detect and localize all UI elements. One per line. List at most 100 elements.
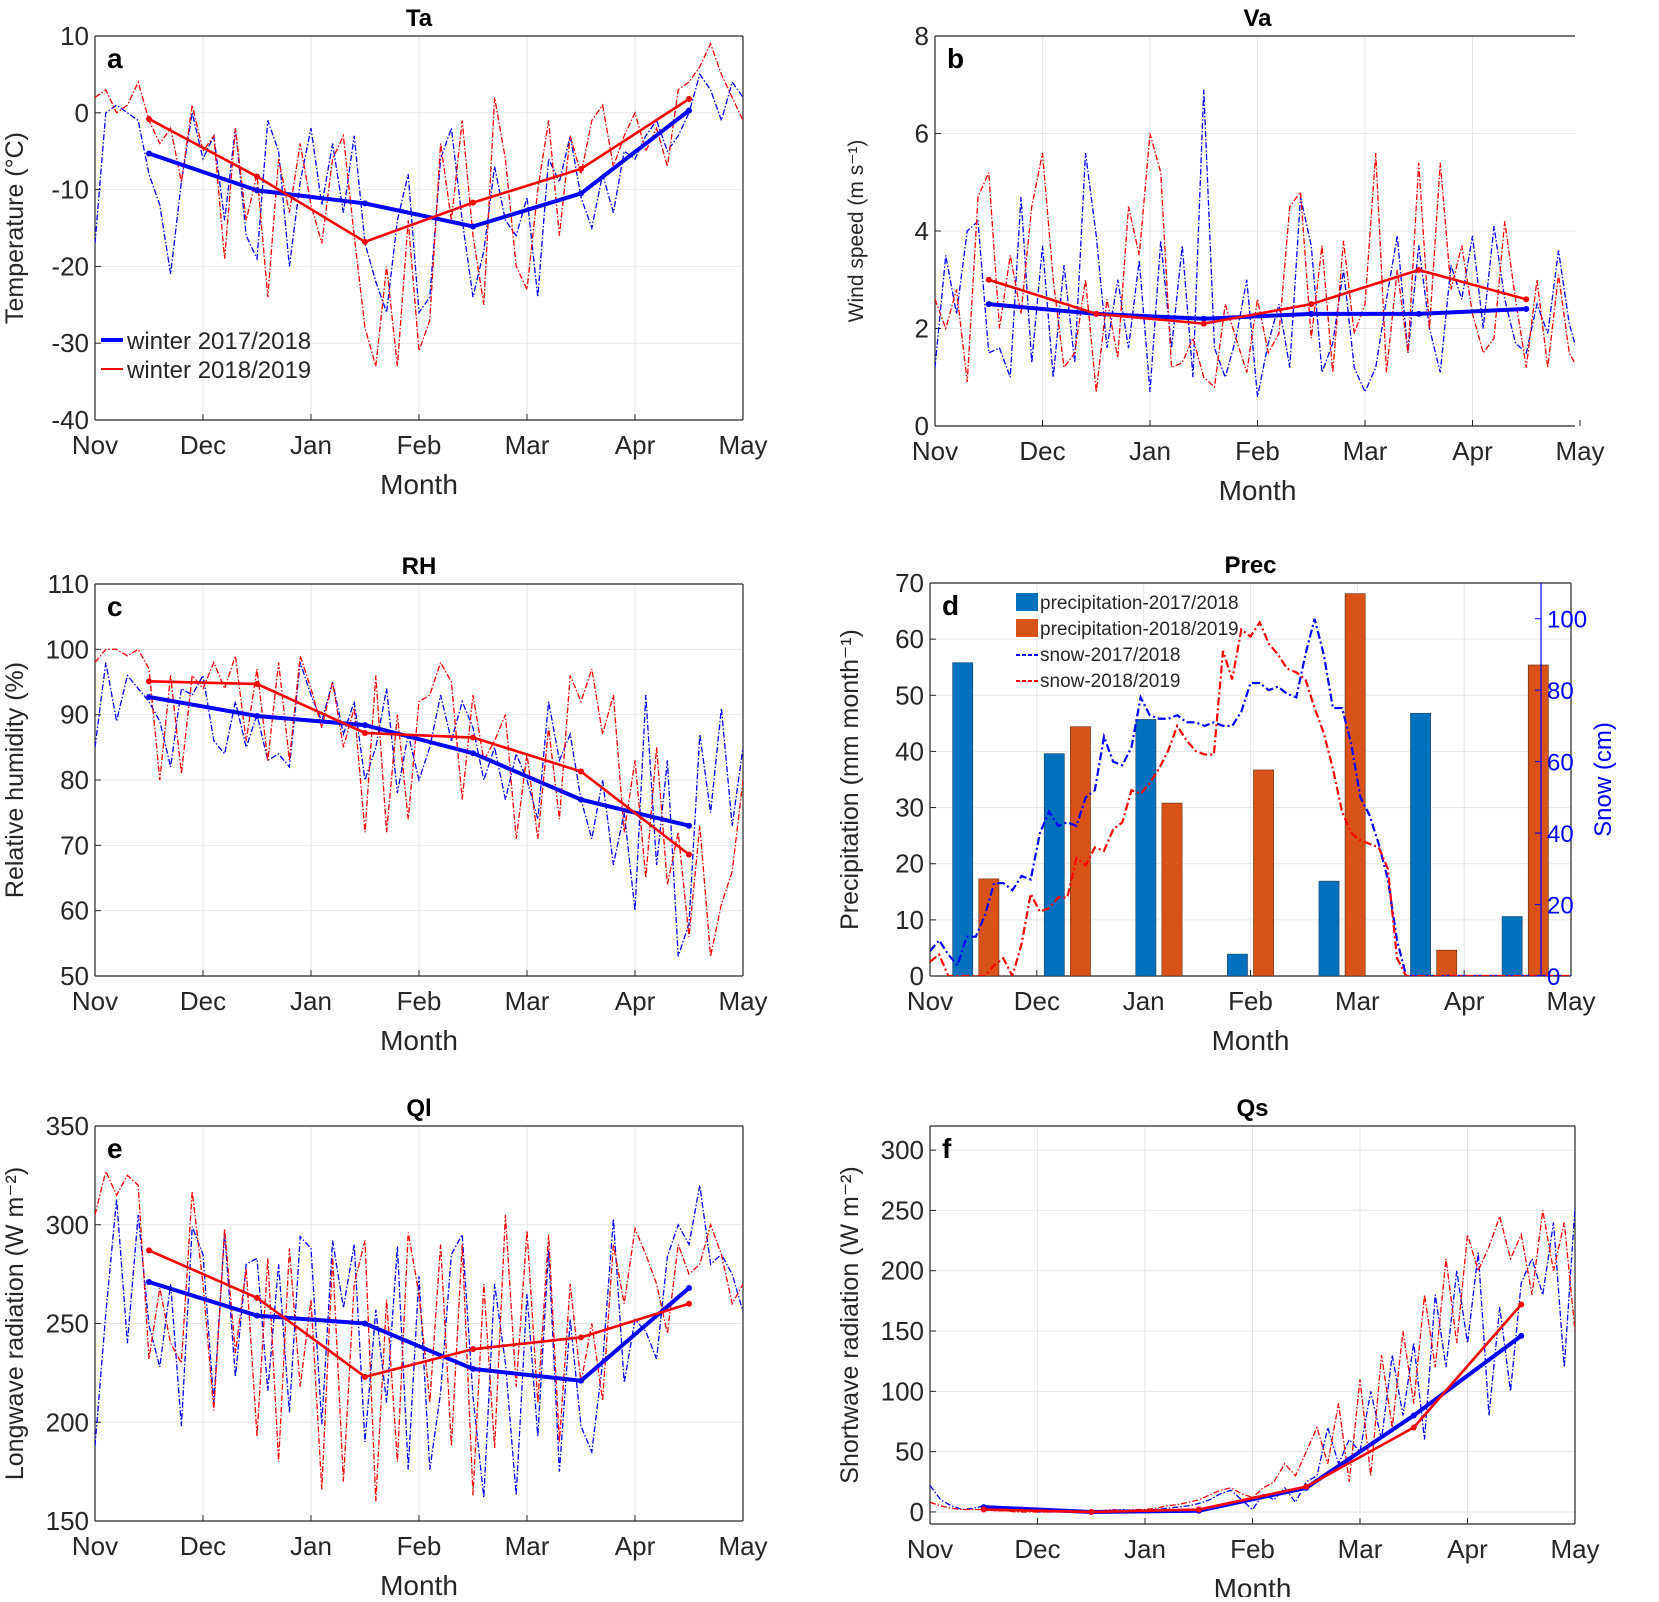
y-tick-label: 4 <box>915 216 929 246</box>
data-point <box>362 729 368 736</box>
plot-area <box>935 89 1575 397</box>
x-tick-label: Dec <box>1014 1534 1060 1564</box>
plot-area <box>95 648 743 957</box>
x-tick-label: Dec <box>1019 436 1065 466</box>
line-winter-2018-2019-daily <box>95 1169 743 1502</box>
x-tick-label: May <box>718 986 767 1016</box>
legend-swatch <box>1016 593 1038 611</box>
y-tick-label: 2 <box>915 314 929 344</box>
x-tick-label: Apr <box>615 430 656 460</box>
x-tick-label: Jan <box>290 430 332 460</box>
data-point <box>362 1373 368 1380</box>
data-point <box>470 223 476 230</box>
bar-2017-2018-mar <box>1318 880 1340 976</box>
y-tick-label: 110 <box>48 569 89 599</box>
y-tick-label: 200 <box>46 1407 89 1437</box>
data-point <box>362 1320 368 1327</box>
chart-title: Ta <box>406 5 433 32</box>
x-axis-label: Month <box>1212 1025 1290 1056</box>
data-point <box>146 1247 152 1254</box>
data-point <box>686 95 692 102</box>
x-tick-label: Nov <box>907 986 953 1016</box>
y-axis-label: Relative humidity (%) <box>1 662 29 898</box>
line-snow-2018/2019 <box>930 619 1571 976</box>
y-tick-label: 0 <box>910 1497 924 1527</box>
x-tick-label: Jan <box>290 986 332 1016</box>
data-point <box>1195 1506 1202 1513</box>
right-y-tick-label: 40 <box>1547 821 1574 848</box>
x-tick-label: May <box>718 430 767 460</box>
line-snow-2017/2018 <box>930 618 1571 976</box>
data-point <box>1200 320 1207 327</box>
y-tick-label: 50 <box>895 1437 924 1467</box>
data-point <box>578 1334 584 1341</box>
data-point <box>1410 1424 1417 1431</box>
x-axis-label: Month <box>380 1025 458 1056</box>
y-tick-label: 0 <box>910 961 924 991</box>
data-point <box>254 187 260 194</box>
bar-2018-2019-feb <box>1253 769 1274 976</box>
plot-area <box>930 593 1571 976</box>
chart-title: Qs <box>1236 1095 1268 1122</box>
y-tick-label: -30 <box>51 328 89 358</box>
x-tick-label: Jan <box>1129 436 1171 466</box>
x-tick-label: Dec <box>180 986 226 1016</box>
x-tick-label: Jan <box>1124 1534 1166 1564</box>
x-tick-label: May <box>1550 1534 1599 1564</box>
data-point <box>686 107 692 114</box>
data-point <box>1410 1412 1417 1419</box>
data-point <box>578 1377 584 1384</box>
panel-letter: f <box>942 1133 952 1164</box>
data-point <box>985 276 992 283</box>
bar-2018-2019-mar <box>1344 593 1366 976</box>
data-point <box>1523 306 1530 312</box>
panel-b: 0 2 4 6 8 Nov Dec Jan Feb Mar Apr May Month Wind spee… <box>845 5 1605 506</box>
data-point <box>362 722 368 729</box>
right-y-tick-label: 20 <box>1547 893 1574 920</box>
y-tick-label: 200 <box>881 1256 924 1286</box>
bar-2018-2019-nov <box>978 878 1000 976</box>
y-tick-label: 80 <box>60 765 89 795</box>
x-tick-label: Nov <box>72 1531 118 1561</box>
data-point <box>686 1300 692 1307</box>
data-point <box>578 768 584 775</box>
x-tick-label: Nov <box>907 1534 953 1564</box>
x-tick-label: Nov <box>72 986 118 1016</box>
data-point <box>146 1279 152 1286</box>
y-tick-label: 100 <box>46 634 89 664</box>
right-y-tick-label: 60 <box>1547 750 1574 777</box>
y-tick-label: 150 <box>881 1316 924 1346</box>
y-axis-label: Shortwave radiation (W m⁻²) <box>836 1166 864 1483</box>
bar-2018-2019-dec <box>1070 726 1091 976</box>
chart-title: Prec <box>1224 552 1276 579</box>
data-point <box>362 238 368 245</box>
bar-2018-2019-may <box>1527 664 1549 976</box>
y-tick-label: -10 <box>51 175 89 205</box>
legend-label: precipitation-2017/2018 <box>1040 593 1239 614</box>
legend: precipitation-2017/2018 precipitation-201… <box>1016 593 1239 692</box>
x-tick-label: Nov <box>912 436 958 466</box>
data-point <box>470 734 476 741</box>
data-point <box>254 173 260 180</box>
data-point <box>1308 301 1315 308</box>
x-tick-label: Feb <box>1235 436 1280 466</box>
data-point <box>1415 267 1422 273</box>
data-point <box>686 851 692 858</box>
x-tick-label: Mar <box>1335 986 1380 1016</box>
legend-label: winter 2017/2018 <box>126 328 311 355</box>
y-tick-label: 70 <box>60 830 89 860</box>
data-point <box>578 190 584 197</box>
x-tick-label: Jan <box>290 1531 332 1561</box>
panel-a: -40 -30 -20 -10 0 10 Nov Dec Jan Feb Mar Apr May Mont… <box>1 5 768 500</box>
y-tick-label: 100 <box>881 1376 924 1406</box>
y-tick-label: 20 <box>895 849 924 879</box>
panel-letter: a <box>107 43 123 74</box>
line-winter-2018-2019-daily <box>95 41 743 367</box>
panel-letter: c <box>107 591 123 622</box>
x-tick-label: Apr <box>1452 436 1493 466</box>
y-tick-label: 60 <box>895 624 924 654</box>
y-tick-label: 150 <box>46 1506 89 1536</box>
y-axis-label: Temperature (°C) <box>1 132 29 324</box>
panel-letter: e <box>107 1133 123 1164</box>
